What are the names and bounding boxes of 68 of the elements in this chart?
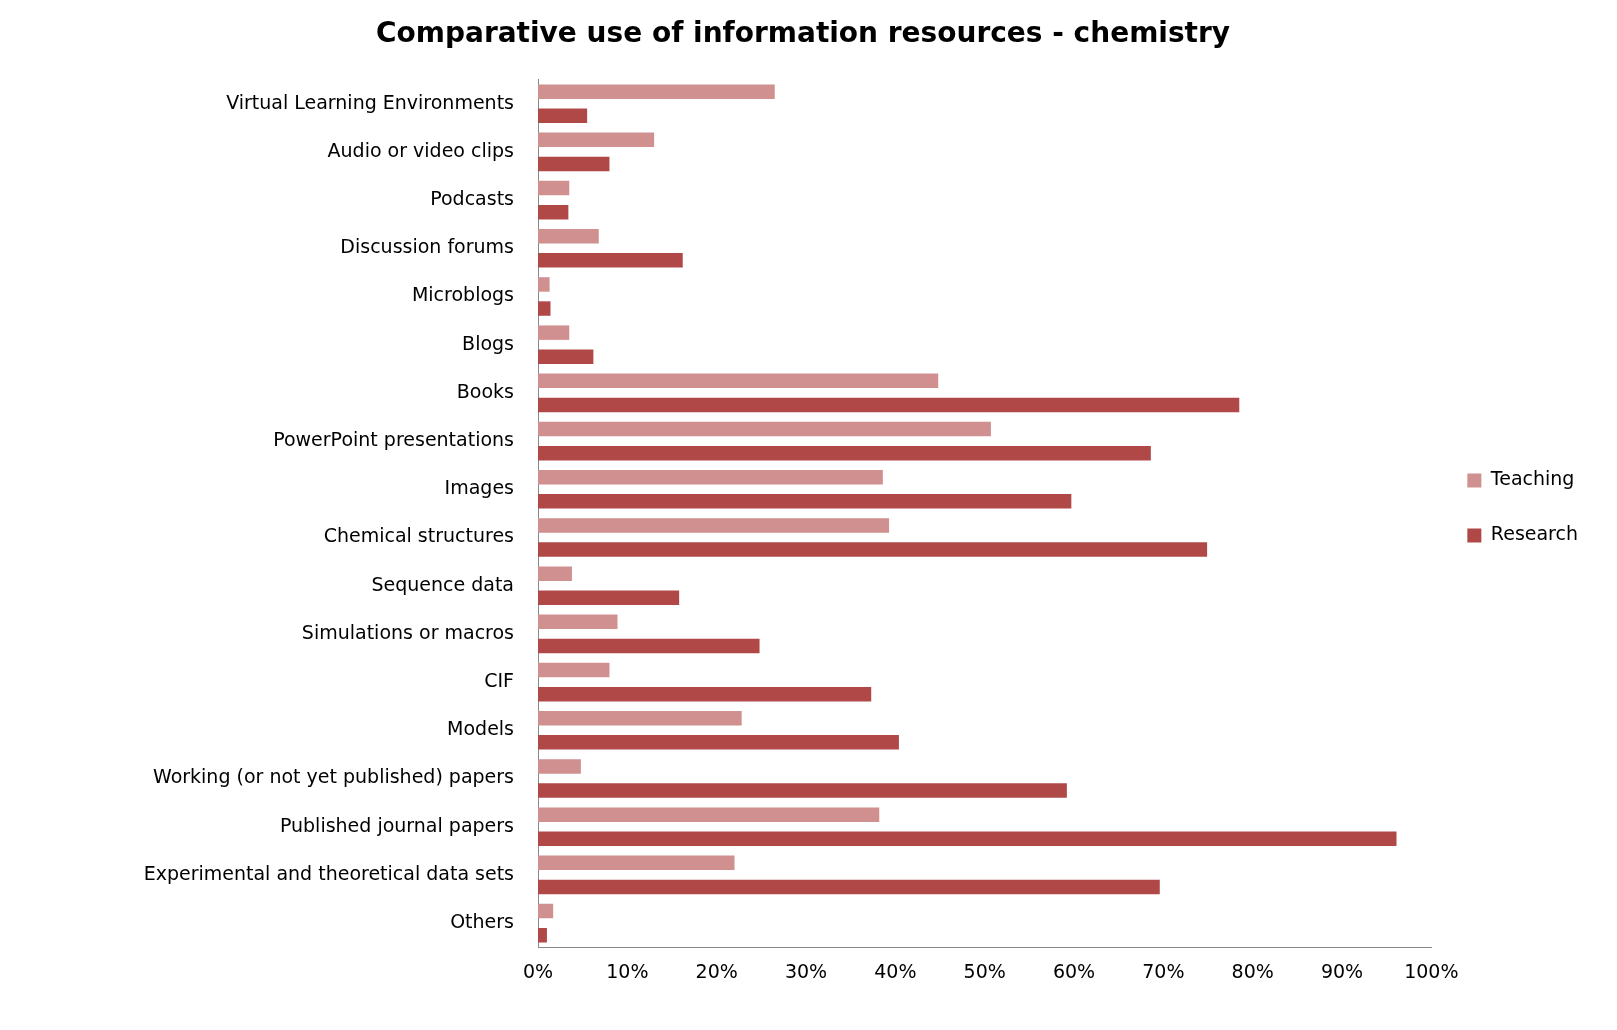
y-tick-label: Audio or video clips [327,138,514,161]
legend-label: Research [1490,522,1578,545]
bar [538,253,683,268]
bar [538,807,880,822]
x-tick-label: 70% [1142,959,1185,982]
bar [538,542,1208,557]
y-tick-label: Others [450,910,514,933]
bar [538,180,570,196]
x-tick-label: 100% [1404,959,1459,982]
bar [538,445,1151,461]
bar [538,831,1397,846]
x-tick-label: 20% [695,959,738,982]
bar [538,855,735,871]
y-tick-label: Published journal papers [279,813,514,836]
y-tick-label: Sequence data [371,572,514,595]
bar [538,735,899,750]
bar [538,903,554,919]
y-tick-label: Images [444,476,514,499]
x-tick-label: 0% [522,959,554,982]
bar [538,783,1067,798]
bar [538,638,760,654]
bar [538,566,572,581]
y-tick-label: Virtual Learning Environments [226,90,514,113]
y-tick-label: CIF [484,669,514,692]
legend-label: Teaching [1489,467,1575,490]
y-tick-label: Simulations or macros [301,620,514,643]
bar [538,686,872,702]
bar [538,156,610,172]
chart-title: Comparative use of information resources - chemistry [375,16,1231,50]
bar [538,662,610,678]
bar [538,879,1160,895]
y-tick-label: Blogs [462,331,514,354]
bar [538,711,742,726]
bar [538,421,991,437]
bar [538,229,599,244]
x-tick-label: 50% [963,959,1006,982]
y-tick-label: Models [447,717,514,740]
bar [538,614,618,630]
bar [538,132,655,148]
y-tick-label: Experimental and theoretical data sets [143,861,514,884]
x-tick-label: 80% [1231,959,1274,982]
bar [538,325,570,340]
x-tick-label: 10% [606,959,649,982]
bar [538,301,551,316]
bar [538,470,883,485]
bar [538,494,1072,509]
y-tick-label: Microblogs [411,283,514,306]
bar [538,759,581,774]
bar [538,108,588,123]
x-tick-label: 30% [784,959,828,982]
bar [538,84,775,99]
bar [538,277,550,292]
bar [538,204,569,220]
bar [538,927,547,943]
bar [538,518,890,533]
y-tick-label: Chemical structures [323,524,514,547]
y-tick-label: PowerPoint presentations [273,428,514,451]
bar [538,590,680,605]
y-tick-label: Podcasts [430,187,514,210]
x-tick-label: 90% [1320,959,1364,982]
x-tick-label: 40% [874,959,917,982]
bar [538,397,1240,413]
bar [538,349,594,364]
y-tick-label: Books [456,379,514,402]
bar [538,373,939,389]
x-tick-label: 60% [1052,959,1096,982]
y-tick-label: Discussion forums [340,235,514,258]
y-tick-label: Working (or not yet published) papers [152,765,514,788]
